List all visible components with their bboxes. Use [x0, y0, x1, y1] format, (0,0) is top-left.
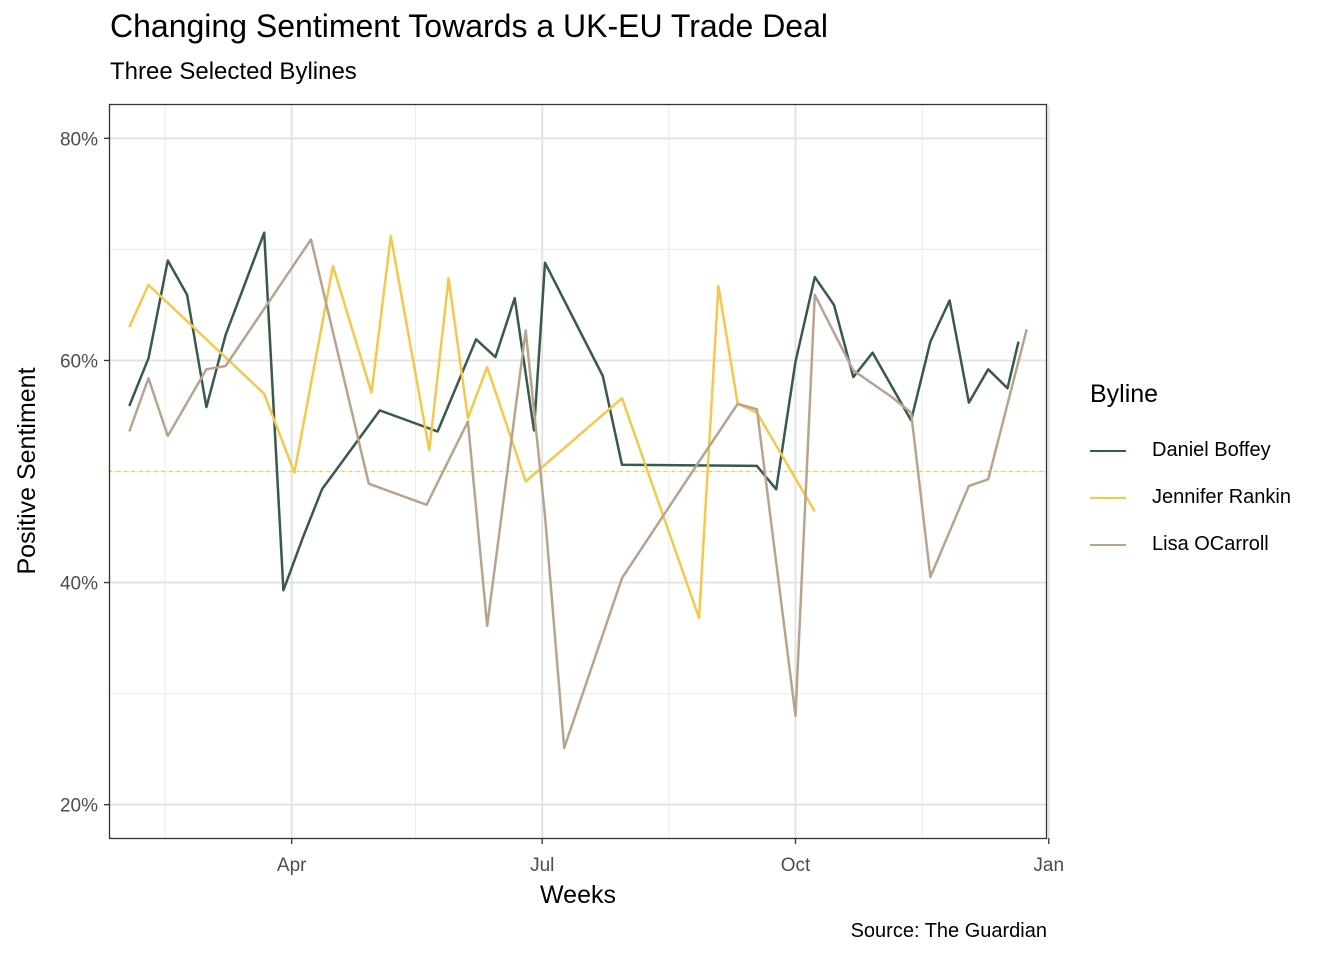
- chart-caption: Source: The Guardian: [850, 920, 1047, 942]
- series-line-lisa-ocarroll: [128, 238, 1028, 750]
- x-tick-label: Apr: [277, 855, 307, 876]
- grid-lines: [110, 105, 1050, 838]
- legend-swatch: [1090, 496, 1126, 499]
- series-line-daniel-boffey: [128, 231, 1020, 592]
- y-tick-label: 80%: [60, 129, 98, 150]
- legend-item-jennifer-rankin: Jennifer Rankin: [1090, 474, 1291, 521]
- series-line-jennifer-rankin: [128, 234, 816, 620]
- chart-title: Changing Sentiment Towards a UK-EU Trade…: [110, 8, 828, 44]
- x-tick-label: Jul: [530, 855, 554, 876]
- legend: Byline Daniel Boffey Jennifer Rankin Lis…: [1090, 380, 1291, 568]
- legend-item-daniel-boffey: Daniel Boffey: [1090, 427, 1291, 474]
- axes: 20% 40% 60% 80% Apr Jul Oct Jan: [60, 129, 1064, 876]
- y-tick-label: 20%: [60, 796, 98, 817]
- legend-label: Jennifer Rankin: [1152, 486, 1291, 508]
- legend-swatch: [1090, 449, 1126, 452]
- x-tick-label: Jan: [1033, 855, 1064, 876]
- legend-item-lisa-ocarroll: Lisa OCarroll: [1090, 521, 1291, 568]
- series-lines: [128, 231, 1028, 750]
- plot-panel-border: [108, 103, 1048, 840]
- legend-label: Lisa OCarroll: [1152, 533, 1269, 555]
- chart-subtitle: Three Selected Bylines: [110, 58, 357, 85]
- x-tick-label: Oct: [781, 855, 811, 876]
- legend-swatch: [1090, 543, 1126, 546]
- y-axis-label: Positive Sentiment: [13, 367, 41, 574]
- legend-title: Byline: [1090, 380, 1159, 408]
- x-axis-label: Weeks: [540, 881, 616, 909]
- y-tick-label: 60%: [60, 351, 98, 372]
- y-tick-label: 40%: [60, 574, 98, 595]
- legend-label: Daniel Boffey: [1152, 439, 1271, 461]
